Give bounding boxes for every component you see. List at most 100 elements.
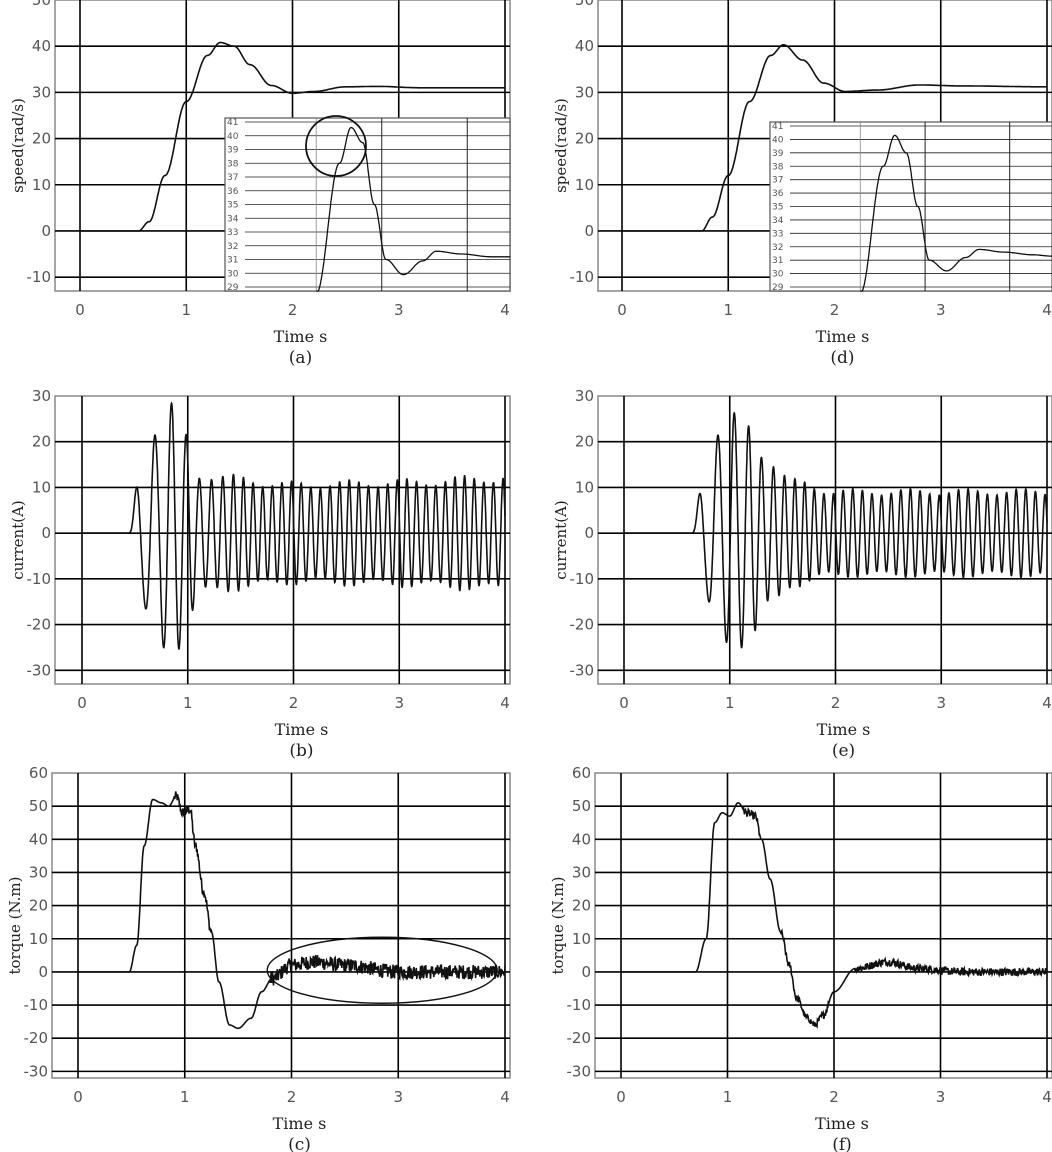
x-axis-label: Time s	[274, 327, 328, 346]
y-tick-label: -30	[567, 1062, 592, 1080]
x-axis-label: Time s	[817, 720, 871, 739]
y-tick-label: 10	[575, 478, 594, 496]
inset-y-tick-label: 31	[227, 256, 238, 266]
inset-series-line	[316, 126, 510, 292]
x-tick-label: 1	[180, 1088, 190, 1106]
y-tick-label: -20	[570, 616, 595, 634]
y-tick-label: 50	[575, 0, 594, 9]
inset-y-tick-label: 29	[772, 283, 784, 293]
plot-frame	[54, 395, 511, 685]
y-tick-label: 20	[575, 433, 594, 451]
x-tick-label: 2	[829, 1088, 839, 1106]
y-tick-label: 60	[572, 764, 591, 782]
panel-label: (d)	[830, 348, 854, 368]
y-tick-label: 30	[575, 83, 594, 101]
highlight-circle	[305, 115, 367, 177]
x-tick-label: 3	[394, 694, 404, 712]
x-tick-label: 0	[73, 1088, 83, 1106]
y-axis-label: speed(rad/s)	[9, 98, 27, 193]
inset-y-tick-label: 33	[772, 229, 783, 239]
inset-y-tick-label: 39	[772, 149, 784, 159]
y-tick-label: 20	[572, 897, 591, 915]
y-axis-label: torque (N.m)	[6, 877, 24, 975]
chart-panel-f: -30 -20 -10 0 10 20 30 40 50 60 0 1 2 3 4 Time s (f) torq…	[549, 764, 1052, 1152]
series-line	[692, 412, 1048, 649]
y-tick-label: 10	[32, 176, 51, 194]
y-axis-label: current(A)	[9, 500, 27, 580]
y-tick-label: -10	[570, 570, 595, 588]
y-tick-label: 20	[29, 897, 48, 915]
x-tick-label: 0	[617, 301, 627, 319]
x-tick-label: 2	[289, 694, 299, 712]
y-tick-label: 0	[584, 222, 594, 240]
y-tick-label: 30	[32, 83, 51, 101]
x-tick-label: 4	[1042, 301, 1052, 319]
x-tick-label: 3	[936, 1088, 946, 1106]
y-tick-label: 30	[32, 387, 51, 405]
x-tick-label: 4	[500, 1088, 510, 1106]
inset-series-line	[860, 134, 1052, 292]
inset-chart: 29 30 31 32 33 34 35 36 37 38 39 40 41	[769, 121, 1052, 293]
x-tick-label: 2	[830, 301, 840, 319]
x-tick-label: 1	[181, 301, 191, 319]
chart-panel-b: -30 -20 -10 0 10 20 30 0 1 2 3 4 Time s (b) current(A)	[9, 387, 511, 761]
y-tick-label: 10	[32, 478, 51, 496]
x-tick-label: 1	[183, 694, 193, 712]
y-tick-label: -20	[24, 1029, 49, 1047]
inset-y-tick-label: 41	[227, 118, 238, 128]
panel-label: (b)	[289, 741, 313, 761]
panel-label: (e)	[832, 741, 855, 761]
inset-y-tick-label: 32	[772, 243, 783, 253]
inset-y-tick-label: 37	[772, 176, 783, 186]
y-tick-label: 50	[32, 0, 51, 9]
inset-y-tick-label: 33	[227, 228, 238, 238]
inset-y-tick-label: 40	[227, 132, 239, 142]
y-tick-label: 10	[29, 930, 48, 948]
x-axis-label: Time s	[273, 1114, 327, 1133]
panel-label: (a)	[289, 348, 312, 368]
panel-label: (c)	[288, 1135, 311, 1152]
x-tick-label: 2	[288, 301, 298, 319]
inset-y-tick-label: 39	[227, 146, 239, 156]
y-tick-label: -20	[567, 1029, 592, 1047]
y-axis-label: current(A)	[552, 500, 570, 580]
inset-y-tick-label: 29	[227, 283, 239, 293]
x-tick-label: 4	[500, 694, 510, 712]
y-tick-label: 20	[32, 433, 51, 451]
y-tick-label: 0	[41, 524, 51, 542]
inset-y-tick-label: 36	[227, 187, 239, 197]
series-line	[78, 791, 506, 1030]
inset-y-tick-label: 35	[227, 201, 238, 211]
y-tick-label: 40	[572, 830, 591, 848]
x-tick-label: 4	[1042, 694, 1052, 712]
chart-panel-c: -30 -20 -10 0 10 20 30 40 50 60 0 1 2 3 4 Time s (c) torq…	[6, 764, 511, 1152]
inset-y-tick-label: 35	[772, 203, 783, 213]
x-tick-label: 1	[725, 694, 735, 712]
y-tick-label: 50	[29, 797, 48, 815]
y-tick-label: 10	[572, 930, 591, 948]
y-tick-label: -10	[570, 268, 595, 286]
x-axis-label: Time s	[816, 327, 870, 346]
y-tick-label: -30	[570, 661, 595, 679]
y-tick-label: -10	[27, 268, 52, 286]
inset-y-tick-label: 31	[772, 256, 783, 266]
panel-label: (f)	[832, 1135, 852, 1152]
y-tick-label: 40	[575, 37, 594, 55]
inset-y-tick-label: 30	[772, 270, 784, 280]
x-axis-label: Time s	[275, 720, 329, 739]
x-tick-label: 4	[500, 301, 510, 319]
y-tick-label: -10	[24, 996, 49, 1014]
x-tick-label: 0	[619, 694, 629, 712]
inset-y-tick-label: 38	[227, 159, 239, 169]
y-tick-label: 40	[32, 37, 51, 55]
inset-y-tick-label: 34	[227, 214, 239, 224]
y-tick-label: 30	[572, 863, 591, 881]
x-tick-label: 0	[77, 694, 87, 712]
y-tick-label: 0	[41, 222, 51, 240]
series-line	[622, 44, 1047, 232]
x-tick-label: 1	[723, 301, 733, 319]
y-tick-label: 10	[575, 176, 594, 194]
y-tick-label: 0	[38, 963, 48, 981]
